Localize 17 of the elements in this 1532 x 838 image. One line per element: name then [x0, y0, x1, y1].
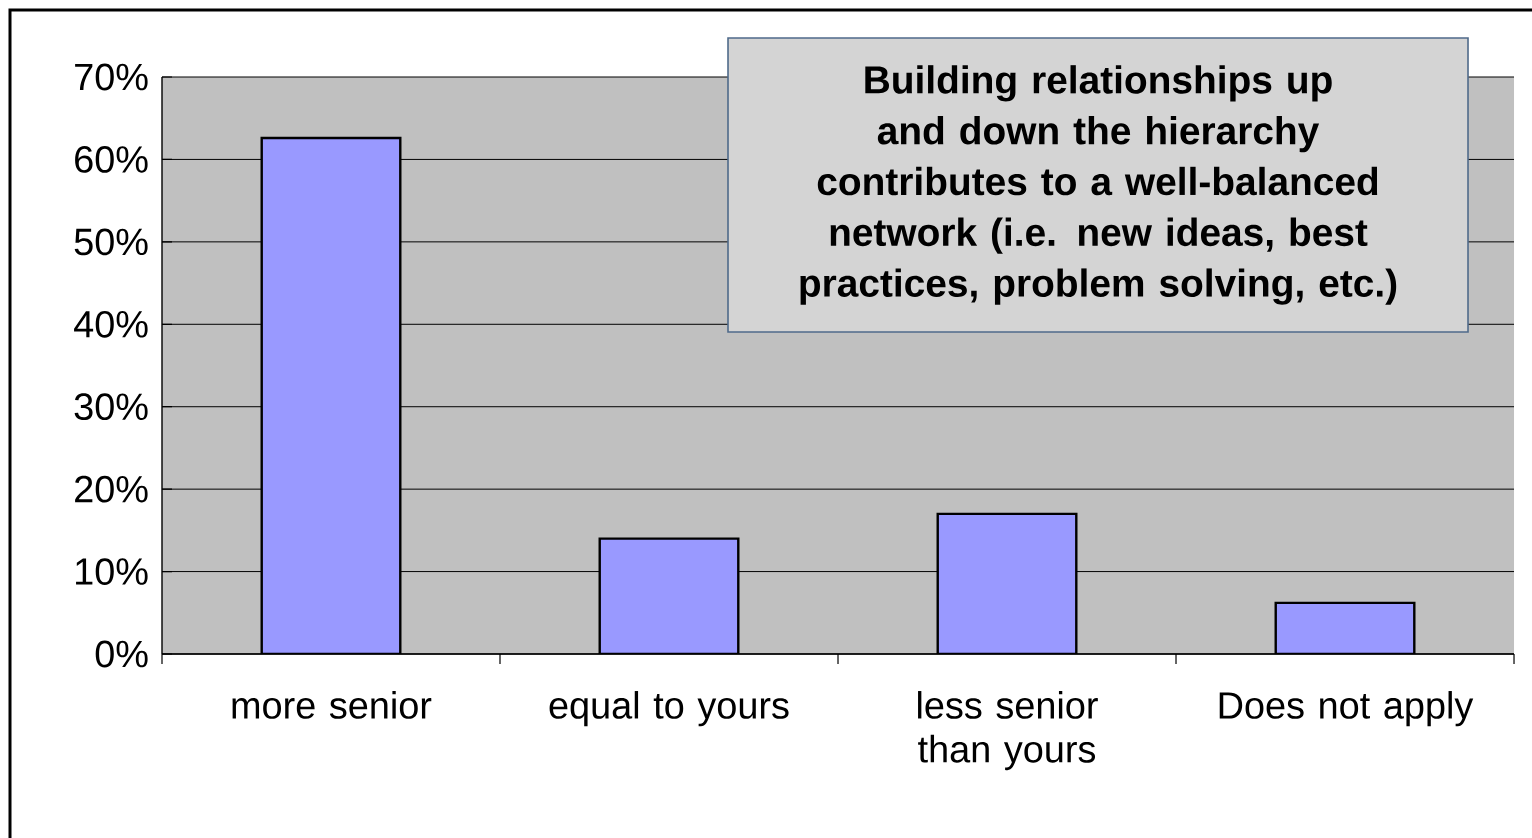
x-tick-label: less senior than yours [918, 691, 1098, 771]
bar [1274, 601, 1416, 654]
y-tick-label: 40% [74, 310, 148, 338]
x-tick-label: more senior [232, 691, 432, 719]
y-tick-label: 10% [76, 558, 148, 585]
bar [598, 537, 740, 654]
y-tick-label: 30% [74, 393, 148, 421]
annotation: Building relationships up and down the hierarchy contributes to a well-balanced network (i.e. new ideas, best practices, problem solving, etc.) [800, 65, 1397, 305]
y-tick-label: 50% [74, 228, 148, 256]
y-tick-label: 70% [75, 63, 148, 91]
bar [936, 512, 1078, 654]
y-tick-label: 60% [75, 146, 148, 173]
x-tick-label: equal to yours [549, 691, 789, 727]
y-tick-label: 20% [75, 475, 148, 503]
x-tick-label: Does not apply [1219, 691, 1474, 727]
bar [260, 136, 402, 654]
y-tick-label: 0% [95, 640, 148, 668]
